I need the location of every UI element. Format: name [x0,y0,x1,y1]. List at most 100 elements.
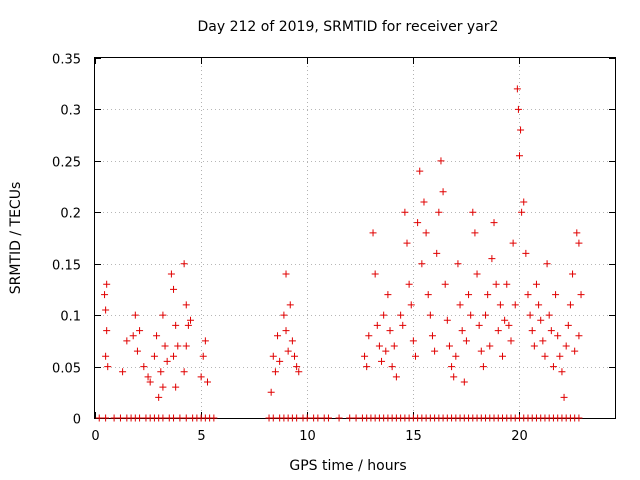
data-point [569,270,577,278]
data-point [564,321,572,329]
data-point [566,301,574,309]
data-point [549,363,557,371]
zero-data-point [335,414,343,422]
data-point [286,301,294,309]
data-point [267,388,275,396]
data-point [515,152,523,160]
data-point [172,383,180,391]
data-point [539,337,547,345]
data-point [554,332,562,340]
data-point [469,208,477,216]
x-tick-label: 5 [197,429,205,444]
data-point [155,393,163,401]
data-point [129,332,137,340]
data-point [170,352,178,360]
data-point [418,260,426,268]
zero-data-point [303,414,311,422]
data-point [401,208,409,216]
data-point [136,327,144,335]
data-point [560,393,568,401]
data-point [484,291,492,299]
data-point [437,157,445,165]
data-point [445,342,453,350]
data-point [416,167,424,175]
data-point [361,352,369,360]
data-point [573,229,581,237]
data-point [530,342,538,350]
data-point [288,337,296,345]
data-point [465,291,473,299]
data-point [203,378,211,386]
data-point [448,363,456,371]
data-point [163,357,171,365]
x-tick-label: 20 [511,429,528,444]
data-point [382,347,390,355]
data-point [509,239,517,247]
data-point [184,321,192,329]
data-point [503,280,511,288]
data-point [490,219,498,227]
zero-data-point [324,414,332,422]
data-point [182,301,190,309]
data-point [397,311,405,319]
y-tick-label: 0.1 [60,310,81,325]
data-point [411,352,419,360]
x-tick-label: 15 [405,429,422,444]
data-point [295,368,303,376]
data-point [363,363,371,371]
data-point [518,208,526,216]
data-point [199,352,207,360]
data-point [180,260,188,268]
data-points [95,85,585,422]
data-point [471,229,479,237]
data-point [276,357,284,365]
data-point [431,347,439,355]
data-point [543,260,551,268]
zero-data-point [159,414,167,422]
data-point [282,327,290,335]
data-point [558,368,566,376]
data-point [161,342,169,350]
data-point [532,280,540,288]
data-point [101,291,109,299]
data-point [460,378,468,386]
data-point [441,280,449,288]
data-point [291,352,299,360]
data-point [140,363,148,371]
data-point [102,306,110,314]
data-point [365,332,373,340]
data-point [524,291,532,299]
data-point [479,363,487,371]
zero-data-point [102,414,110,422]
data-point [494,327,502,335]
data-point [420,198,428,206]
data-point [433,249,441,257]
data-point [473,270,481,278]
zero-data-point [352,414,360,422]
zero-data-point [346,414,354,422]
y-tick-label: 0.15 [52,259,81,274]
plot-frame [94,57,616,419]
zero-data-point [95,414,103,422]
tick-labels: 0 5 10 15 20 0 0.05 0.1 0.15 0.2 0.25 0.3 0.35 [52,53,528,445]
data-point [293,363,301,371]
data-point [133,347,141,355]
data-point [443,316,451,324]
data-point [526,311,534,319]
chart-title: Day 212 of 2019, SRMTID for receiver yar… [198,19,499,35]
data-point [522,249,530,257]
data-point [150,352,158,360]
data-point [571,347,579,355]
data-point [380,311,388,319]
data-point [280,311,288,319]
data-point [103,280,111,288]
data-point [174,342,182,350]
data-point [414,219,422,227]
zero-data-point [170,414,178,422]
zero-data-point [136,414,144,422]
data-point [541,352,549,360]
data-point [501,316,509,324]
data-point [507,337,515,345]
data-point [159,383,167,391]
data-point [123,337,131,345]
